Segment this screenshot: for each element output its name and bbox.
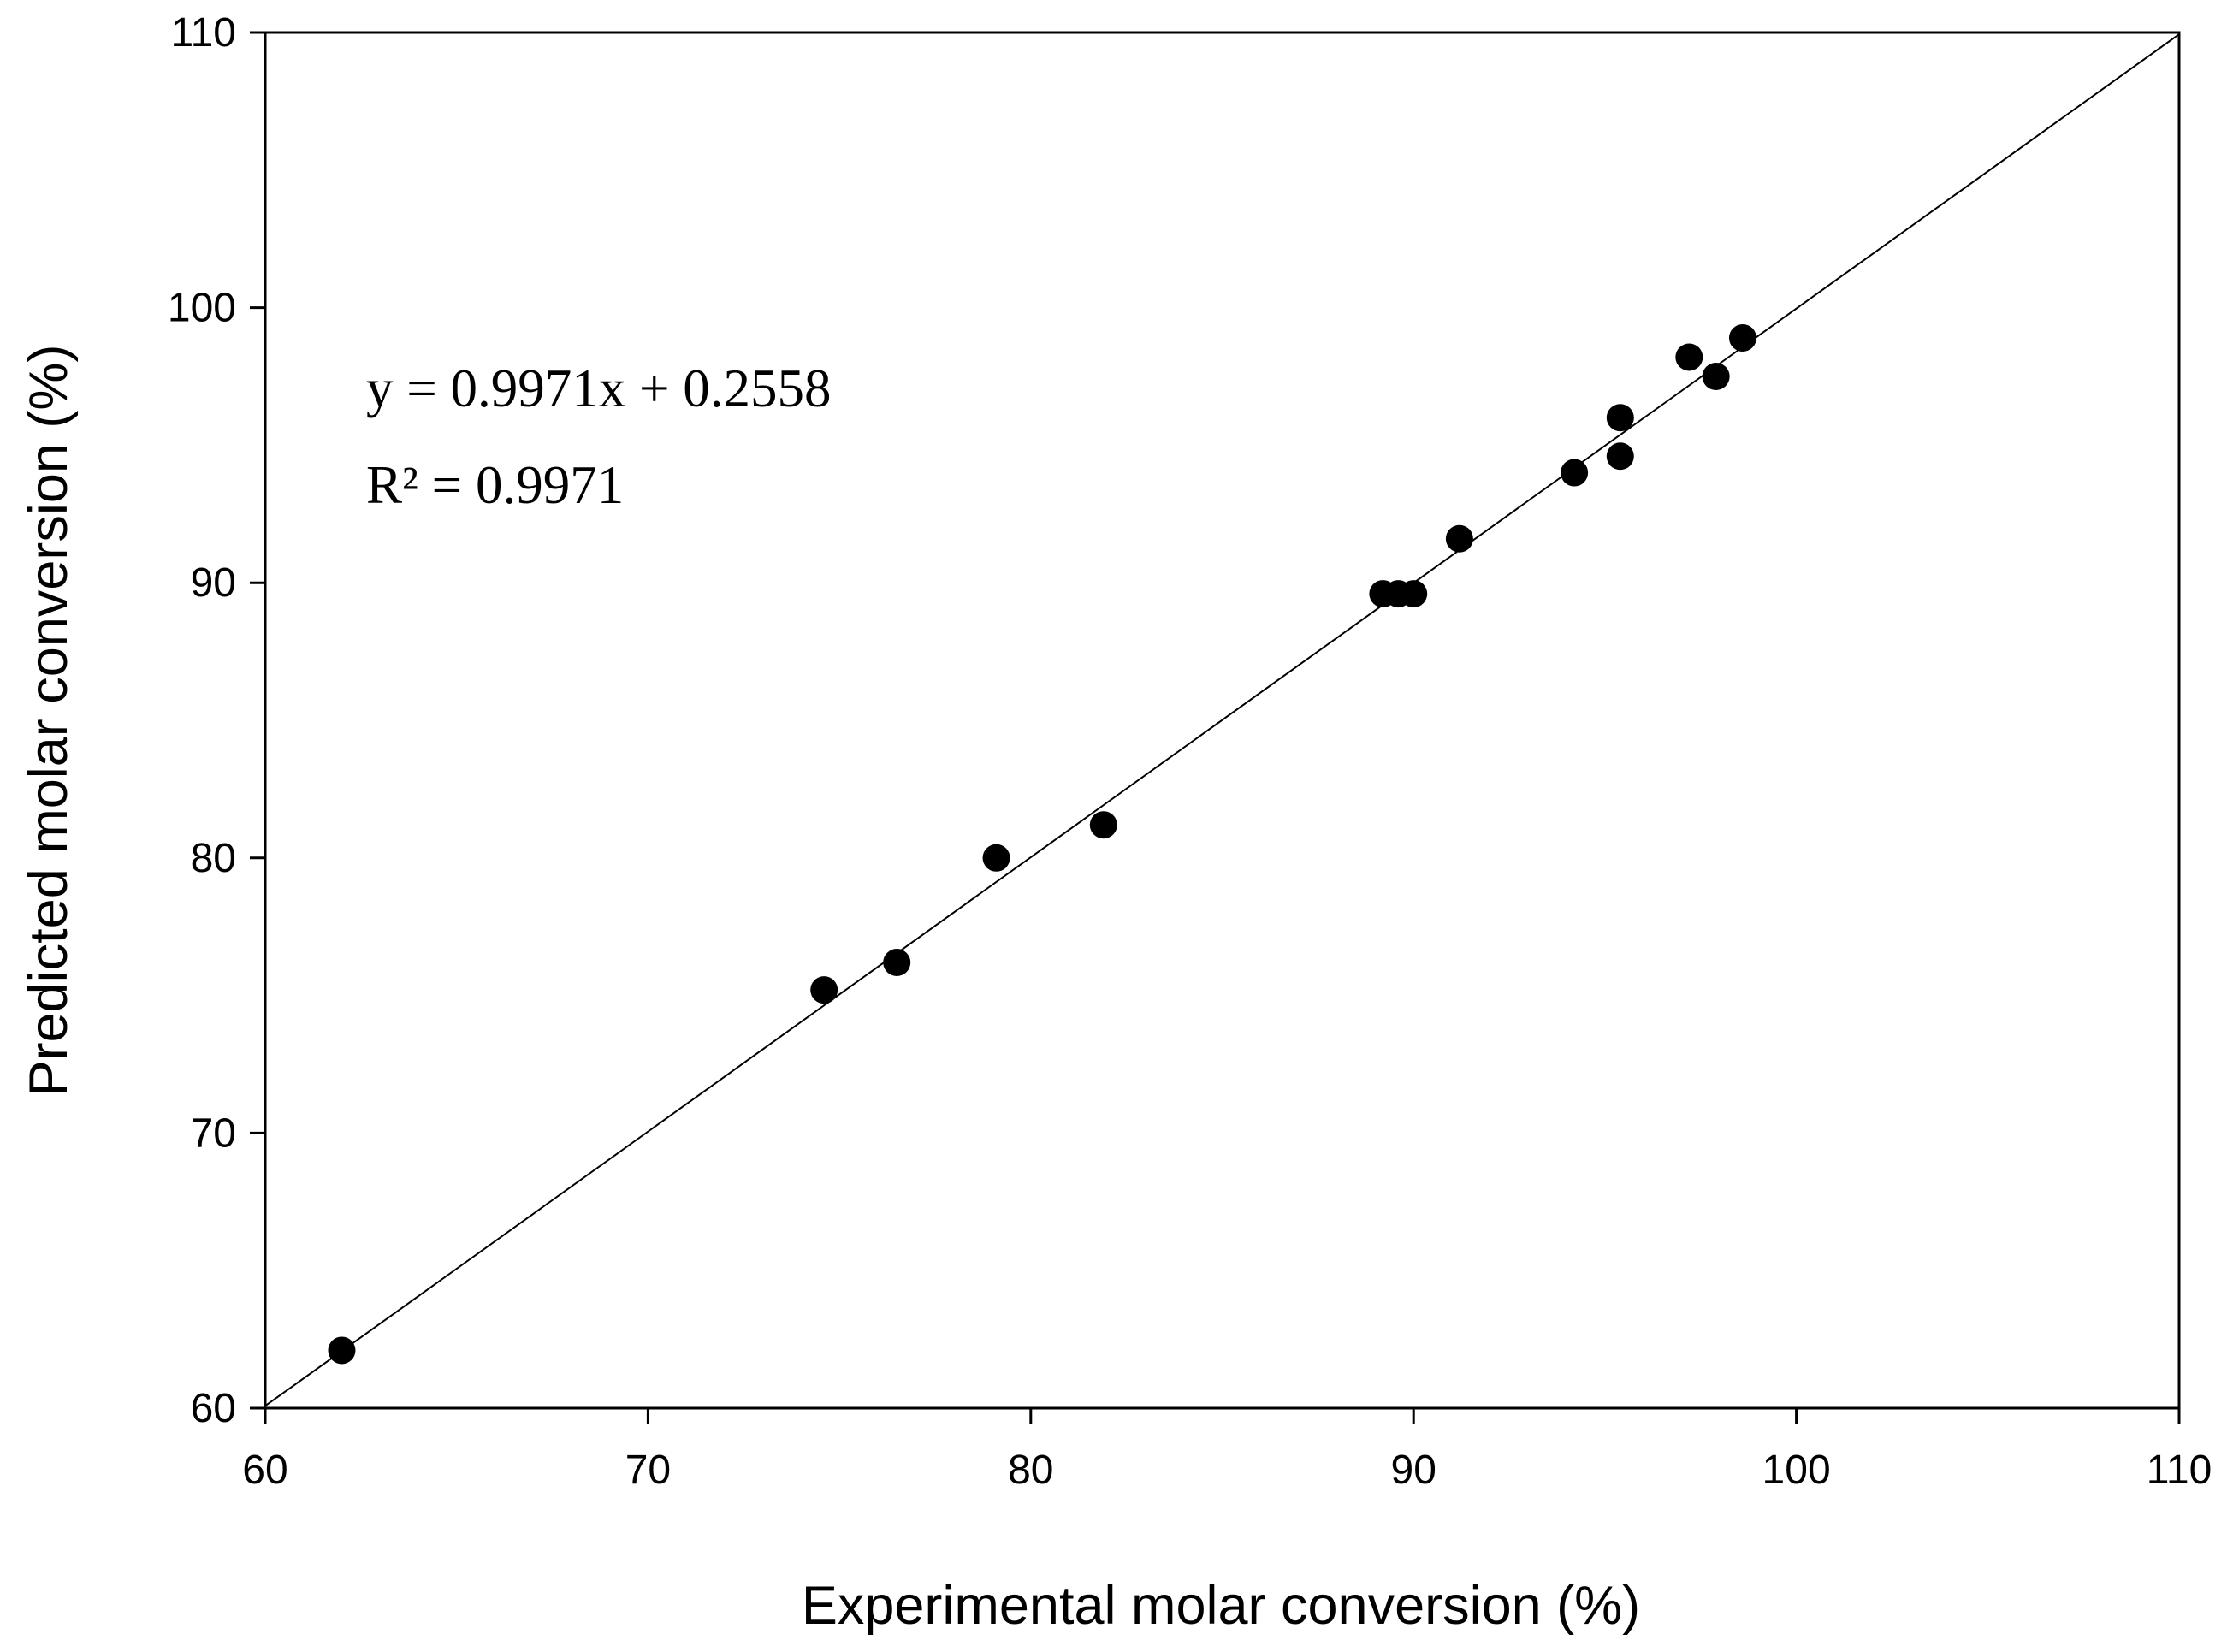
plot-frame (264, 31, 2181, 1410)
x-axis-ticks: 60 70 80 90 100 110 (242, 1408, 2212, 1493)
fit-line-layer (264, 33, 2180, 1407)
y-tick-label: 80 (191, 836, 236, 881)
y-tick-label: 90 (191, 560, 236, 606)
y-axis-ticks: 60 70 80 90 100 110 (168, 10, 265, 1431)
data-point (1561, 459, 1589, 487)
y-axis-title: Predicted molar conversion (%) (19, 345, 79, 1097)
y-tick-label: 100 (168, 286, 236, 331)
x-tick-label: 70 (625, 1448, 671, 1493)
data-point (810, 976, 838, 1004)
data-point (328, 1336, 356, 1365)
y-tick-label: 70 (191, 1110, 236, 1156)
data-point (1445, 524, 1473, 553)
x-tick-label: 60 (242, 1448, 287, 1493)
data-point (1675, 343, 1703, 371)
data-point (1702, 363, 1730, 390)
x-tick-label: 80 (1008, 1448, 1053, 1493)
data-point (1606, 442, 1634, 471)
regression-line (264, 33, 2180, 1407)
x-tick-label: 100 (1762, 1448, 1831, 1493)
regression-equation: y = 0.9971x + 0.2558 (366, 358, 832, 418)
data-point (1089, 811, 1117, 839)
data-point (1400, 580, 1428, 608)
data-point (1728, 323, 1756, 352)
r-squared-label: R² = 0.9971 (366, 455, 624, 515)
x-tick-label: 110 (2147, 1448, 2212, 1493)
data-point (1606, 404, 1634, 432)
data-point (982, 844, 1010, 872)
data-points-layer (328, 323, 1756, 1365)
y-tick-label: 110 (170, 10, 236, 56)
x-tick-label: 90 (1391, 1448, 1436, 1493)
data-point (883, 949, 911, 977)
x-axis-title: Experimental molar conversion (%) (802, 1576, 1640, 1636)
y-tick-label: 60 (191, 1386, 236, 1431)
